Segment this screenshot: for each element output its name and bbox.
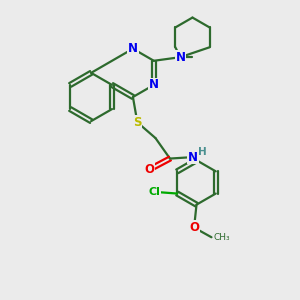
Text: S: S [133,116,142,129]
Text: Cl: Cl [148,187,160,197]
Text: CH₃: CH₃ [214,233,230,242]
Text: N: N [128,42,138,55]
Text: N: N [149,78,159,92]
Text: N: N [188,151,198,164]
Text: N: N [176,51,185,64]
Text: H: H [198,147,207,157]
Text: O: O [144,163,154,176]
Text: O: O [189,221,199,234]
